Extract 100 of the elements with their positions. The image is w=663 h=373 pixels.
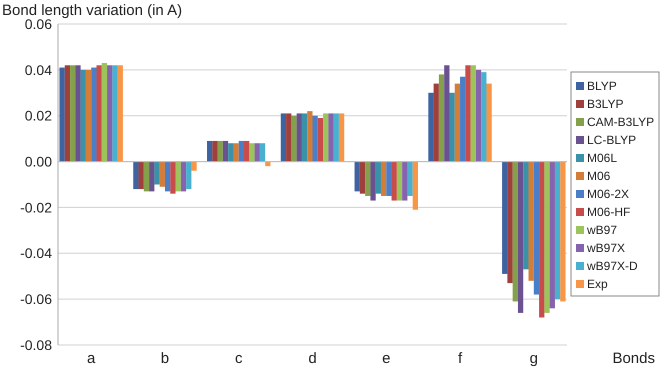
bar: [386, 162, 392, 196]
bar: [365, 162, 370, 196]
bar: [481, 72, 486, 162]
bar: [296, 113, 302, 162]
x-tick-label: b: [160, 350, 170, 367]
bar: [222, 140, 228, 162]
bar: [238, 140, 244, 162]
bar: [80, 70, 86, 162]
bar: [402, 162, 408, 201]
bar: [138, 162, 144, 190]
bar: [360, 162, 366, 194]
bar: [392, 162, 397, 201]
bar: [507, 162, 513, 284]
bar: [265, 162, 270, 166]
legend-label: M06L: [587, 151, 618, 166]
bar: [233, 143, 239, 162]
bar: [354, 162, 360, 192]
bar: [260, 143, 266, 162]
bar: [534, 162, 540, 295]
bar: [280, 113, 286, 162]
y-tick-label: -0.02: [20, 199, 52, 216]
x-tick-label: c: [234, 350, 243, 367]
bar: [307, 111, 312, 162]
bar: [449, 92, 455, 162]
bar: [407, 162, 413, 196]
bar: [107, 65, 112, 162]
bar: [144, 162, 150, 192]
bar: [228, 143, 234, 162]
bar: [560, 162, 566, 302]
bar: [460, 76, 466, 162]
bar: [176, 162, 181, 192]
bar: [396, 162, 402, 201]
bar: [518, 162, 524, 313]
x-tick-label: a: [87, 350, 96, 367]
bar: [91, 68, 96, 162]
bar: [59, 68, 65, 162]
bar: [149, 162, 154, 192]
legend-label: B3LYP: [587, 97, 624, 112]
legend-label: Exp: [587, 277, 608, 292]
legend-label: M06: [587, 169, 611, 184]
legend-label: wB97X-D: [586, 259, 638, 274]
bar: [544, 162, 550, 313]
bar: [118, 65, 123, 162]
bar: [323, 113, 328, 162]
bar: [86, 70, 92, 162]
bar: [454, 84, 460, 162]
x-tick-label: g: [530, 350, 538, 367]
bar: [291, 116, 297, 162]
bar: [476, 70, 482, 162]
bar: [312, 116, 318, 162]
bar: [180, 162, 186, 192]
x-tick-label: e: [382, 350, 390, 367]
bar: [102, 62, 108, 162]
bar: [428, 92, 434, 162]
bar: [254, 143, 260, 162]
bar: [465, 65, 471, 162]
bar: [170, 162, 176, 194]
y-tick-label: -0.08: [20, 336, 52, 353]
bar: [286, 113, 292, 162]
bar: [154, 162, 160, 184]
bar: [528, 162, 534, 281]
y-tick-label: 0.04: [24, 62, 52, 78]
bar: [380, 162, 386, 196]
bar: [70, 65, 76, 162]
bar: [96, 65, 102, 162]
x-tick-label: f: [458, 350, 463, 367]
y-tick-label: -0.06: [20, 291, 52, 308]
bar: [328, 113, 334, 162]
bar: [338, 113, 344, 162]
bar: [186, 162, 192, 190]
bar: [207, 140, 212, 162]
bar: [539, 162, 544, 318]
bar: [512, 162, 518, 302]
bar: [370, 162, 376, 201]
bar: [75, 65, 81, 162]
bar: [334, 113, 339, 162]
bar: [486, 84, 492, 162]
legend-label: LC-BLYP: [587, 133, 636, 148]
bar: [112, 65, 118, 162]
bar: [244, 140, 250, 162]
bar: [218, 140, 223, 162]
legend-label: BLYP: [587, 79, 617, 94]
bar: [164, 162, 170, 192]
bar: [412, 162, 418, 210]
legend-label: M06-2X: [587, 187, 630, 202]
bar: [550, 162, 555, 308]
bar: [376, 162, 381, 194]
bar: [302, 113, 308, 162]
legend-label: CAM-B3LYP: [587, 115, 654, 130]
x-axis-title: Bonds: [612, 350, 655, 367]
legend-label: wB97: [586, 223, 618, 238]
bar: [523, 162, 529, 270]
bar: [318, 118, 324, 162]
bar: [444, 65, 450, 162]
bar: [502, 162, 508, 274]
bar: [133, 162, 139, 190]
bar: [470, 65, 476, 162]
legend-label: wB97X: [586, 241, 626, 256]
legend-label: M06-HF: [587, 205, 630, 220]
bar: [64, 65, 70, 162]
